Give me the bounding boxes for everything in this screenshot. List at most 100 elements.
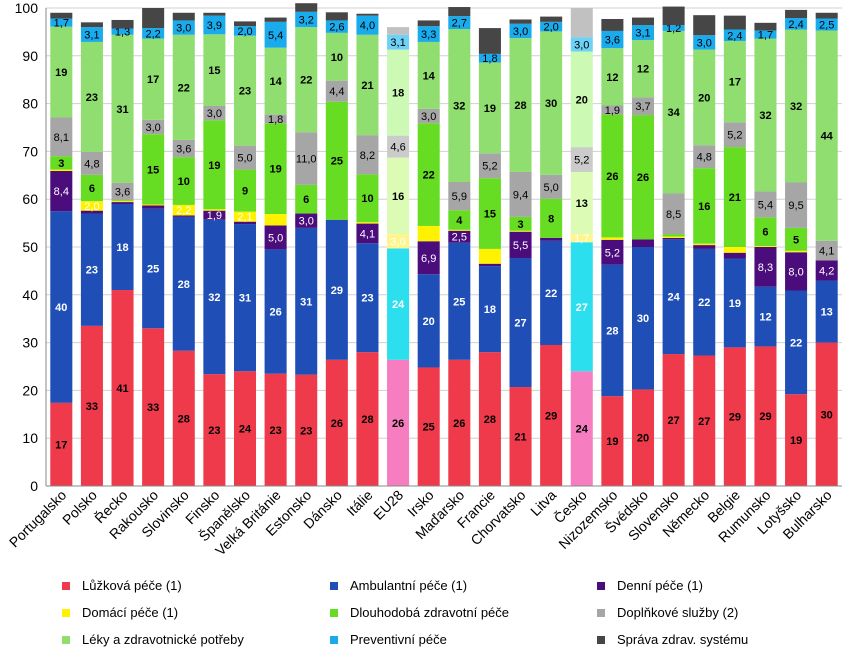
bar-segment	[50, 117, 73, 157]
data-label: 3,1	[84, 30, 99, 42]
y-tick-label: 30	[22, 335, 38, 351]
bar-segment	[264, 47, 287, 115]
data-label: 29	[545, 411, 557, 423]
data-label: 18	[116, 242, 128, 254]
bar-segment	[50, 211, 73, 403]
bar-segment	[662, 193, 685, 235]
data-label: 19	[484, 103, 496, 115]
bar-segment	[417, 241, 440, 275]
data-label: 20	[698, 92, 710, 104]
bar-segment	[80, 151, 103, 175]
bar-segment	[142, 204, 165, 206]
data-label: 25	[147, 264, 159, 276]
bar-segment	[478, 62, 501, 154]
legend-label: Dlouhodobá zdravotní péče	[350, 605, 510, 621]
bar-segment	[815, 18, 838, 31]
data-label: 21	[361, 80, 373, 92]
legend-swatch	[62, 608, 70, 617]
bar-segment	[723, 122, 746, 148]
data-label: 28	[361, 414, 373, 426]
bar-segment	[570, 8, 593, 38]
data-label: 21	[514, 432, 526, 444]
bar-segment	[631, 97, 655, 116]
bar-segment	[785, 394, 808, 486]
bar-segment	[601, 18, 624, 31]
data-label: 4,1	[819, 246, 834, 258]
legend-swatch	[330, 608, 338, 617]
bar-segment	[172, 12, 195, 21]
data-label: 4	[456, 215, 463, 227]
bar-segment	[233, 169, 257, 212]
data-label: 25	[453, 296, 465, 308]
data-label: 26	[269, 307, 281, 319]
data-label: 24	[667, 292, 680, 304]
bar-segment	[233, 371, 257, 486]
legend-swatch	[597, 608, 605, 617]
data-label: 22	[545, 288, 557, 300]
bar-segment	[815, 260, 838, 281]
data-label: 4,8	[697, 152, 712, 164]
data-label: 17	[729, 77, 741, 89]
bar-segment	[601, 396, 624, 486]
data-label: 29	[759, 411, 771, 423]
data-label: 5,2	[574, 155, 589, 167]
bar-segment	[448, 16, 471, 30]
bar-segment	[387, 49, 410, 136]
x-tick-label: Itálie	[343, 487, 375, 519]
bar-segment	[693, 145, 716, 169]
bar-segment	[540, 16, 563, 22]
bar-segment	[111, 202, 134, 204]
data-label: 28	[178, 413, 190, 425]
bar-segment	[295, 184, 318, 214]
bar-segment	[356, 174, 379, 223]
bar-segment	[540, 240, 563, 345]
bar-segment	[356, 243, 379, 353]
bar-segment	[570, 51, 593, 148]
bar-segment	[172, 20, 195, 35]
data-label: 31	[300, 296, 312, 308]
legend-label: Správa zdrav. systému	[617, 632, 749, 648]
bar-segment	[172, 139, 195, 158]
bar-segment	[203, 374, 226, 486]
data-label: 8	[548, 213, 554, 225]
data-label: 6	[303, 194, 309, 206]
legend-label: Léky a zdravotnické potřeby	[82, 632, 244, 648]
legend-label: Denní péče (1)	[617, 578, 703, 594]
data-label: 2,1	[237, 212, 252, 224]
bar-segment	[264, 214, 287, 226]
data-label: 3	[517, 219, 523, 231]
bar-segment	[662, 237, 685, 240]
legend-label: Ambulantní péče (1)	[350, 578, 468, 594]
bar-segment	[325, 219, 348, 360]
data-label: 13	[821, 307, 833, 319]
bar-segment	[785, 18, 808, 30]
bar-segment	[264, 249, 287, 374]
data-label: 30	[637, 313, 649, 325]
data-label: 27	[514, 318, 526, 330]
data-label: 3,0	[176, 23, 191, 35]
data-label: 24	[239, 424, 252, 436]
bar-segment	[754, 38, 777, 192]
data-label: 4,4	[329, 86, 344, 98]
legend-swatch	[62, 635, 70, 644]
data-label: 20	[423, 316, 435, 328]
data-label: 4,0	[360, 20, 375, 32]
data-label: 16	[698, 201, 710, 213]
data-label: 3,6	[605, 35, 620, 47]
bar-segment	[111, 28, 134, 35]
bar-segment	[631, 40, 655, 98]
data-label: 3,0	[146, 122, 161, 134]
data-label: 23	[86, 265, 98, 277]
bar-segment	[754, 191, 777, 218]
bar-segment	[325, 359, 348, 486]
data-label: 30	[821, 409, 833, 421]
y-tick-label: 90	[22, 48, 38, 64]
bar-segment	[111, 34, 134, 183]
bar-segment	[448, 242, 471, 360]
data-label: 22	[790, 337, 802, 349]
data-label: 23	[361, 293, 373, 305]
bar-segment	[815, 12, 838, 19]
bar-segment	[417, 225, 440, 242]
bar-segment	[111, 19, 134, 29]
bar-segment	[478, 352, 501, 486]
